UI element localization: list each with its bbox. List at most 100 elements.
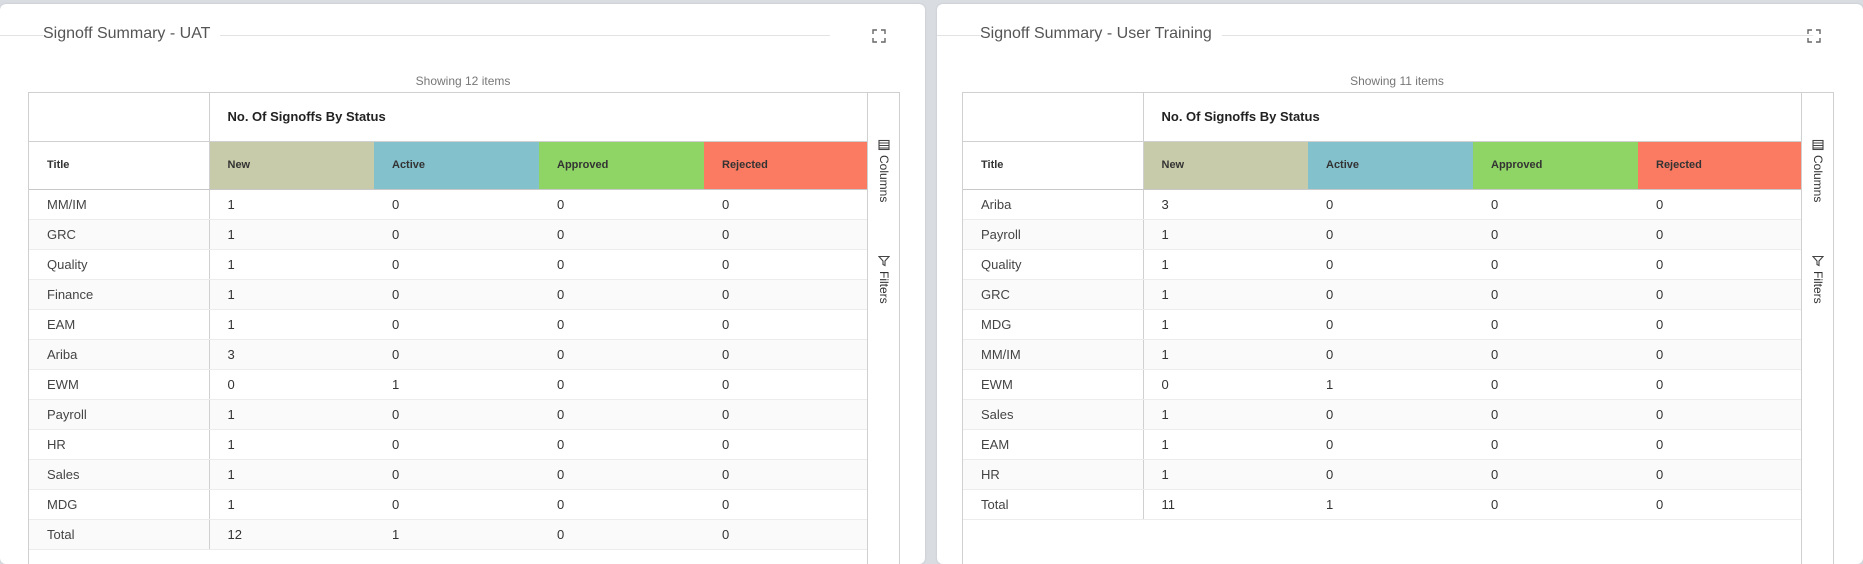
- status-count-cell: 0: [374, 219, 539, 250]
- status-count-cell: 1: [374, 369, 539, 400]
- column-header-rejected[interactable]: Rejected: [704, 141, 870, 190]
- table-row[interactable]: EAM 1 0 0 0: [963, 429, 1804, 460]
- status-count-cell: 0: [539, 219, 704, 250]
- panel-title: Signoff Summary - User Training: [980, 25, 1222, 43]
- status-count-cell: 0: [704, 459, 870, 490]
- row-title-cell: MM/IM: [29, 189, 210, 220]
- status-count-cell: 1: [1143, 309, 1308, 340]
- row-title-cell: Payroll: [29, 399, 210, 430]
- filters-toggle-button[interactable]: Filters: [1808, 255, 1828, 304]
- row-title-cell: Total: [29, 519, 210, 550]
- status-count-cell: 0: [1638, 189, 1804, 220]
- row-title-cell: HR: [963, 459, 1144, 490]
- table-row[interactable]: HR 1 0 0 0: [29, 429, 870, 460]
- table-row[interactable]: Quality 1 0 0 0: [963, 249, 1804, 280]
- table-row[interactable]: Sales 1 0 0 0: [29, 459, 870, 490]
- columns-toggle-button[interactable]: Columns: [1808, 139, 1828, 202]
- table-row[interactable]: Ariba 3 0 0 0: [963, 189, 1804, 220]
- status-count-cell: 1: [209, 309, 374, 340]
- status-count-cell: 0: [1638, 219, 1804, 250]
- status-count-cell: 0: [209, 369, 374, 400]
- filters-label: Filters: [1811, 271, 1825, 304]
- column-header-row: Title New Active Approved Rejected: [29, 141, 870, 190]
- total-row[interactable]: Total 12 1 0 0: [29, 519, 870, 550]
- table-row[interactable]: Finance 1 0 0 0: [29, 279, 870, 310]
- table-row[interactable]: Sales 1 0 0 0: [963, 399, 1804, 430]
- columns-icon: [1812, 139, 1824, 151]
- status-count-cell: 0: [374, 249, 539, 280]
- status-count-cell: 1: [1143, 339, 1308, 370]
- status-count-cell: 0: [539, 339, 704, 370]
- expand-icon[interactable]: [1807, 29, 1821, 43]
- column-header-new[interactable]: New: [1143, 141, 1308, 190]
- status-count-cell: 1: [1143, 429, 1308, 460]
- expand-icon[interactable]: [872, 29, 886, 43]
- row-title-cell: Quality: [29, 249, 210, 280]
- status-count-cell: 0: [1473, 339, 1638, 370]
- column-header-rejected[interactable]: Rejected: [1638, 141, 1804, 190]
- total-row[interactable]: Total 11 1 0 0: [963, 489, 1804, 520]
- column-header-active[interactable]: Active: [1308, 141, 1473, 190]
- status-count-cell: 1: [209, 429, 374, 460]
- row-title-cell: Payroll: [963, 219, 1144, 250]
- columns-label: Columns: [1811, 155, 1825, 203]
- columns-toggle-button[interactable]: Columns: [874, 139, 894, 202]
- column-header-title[interactable]: Title: [29, 141, 210, 190]
- table-row[interactable]: Ariba 3 0 0 0: [29, 339, 870, 370]
- status-count-cell: 0: [1308, 219, 1473, 250]
- table-row[interactable]: EWM 0 1 0 0: [963, 369, 1804, 400]
- status-count-cell: 0: [1308, 189, 1473, 220]
- group-header: No. Of Signoffs By Status: [1143, 93, 1804, 142]
- filter-icon: [1812, 255, 1824, 267]
- column-header-new[interactable]: New: [209, 141, 374, 190]
- table-row[interactable]: HR 1 0 0 0: [963, 459, 1804, 490]
- table-row[interactable]: MDG 1 0 0 0: [963, 309, 1804, 340]
- status-count-cell: 0: [1308, 399, 1473, 430]
- status-count-cell: 1: [1143, 279, 1308, 310]
- table-body: MM/IM 1 0 0 0 GRC 1 0 0 0 Quality 1 0 0 0 Finance 1 0 0 0 EA…: [29, 189, 870, 550]
- column-header-approved[interactable]: Approved: [1473, 141, 1638, 190]
- status-count-cell: 1: [209, 219, 374, 250]
- status-count-cell: 0: [539, 459, 704, 490]
- table-row[interactable]: GRC 1 0 0 0: [963, 279, 1804, 310]
- table-row[interactable]: MDG 1 0 0 0: [29, 489, 870, 520]
- row-title-cell: EAM: [963, 429, 1144, 460]
- status-count-cell: 0: [1473, 369, 1638, 400]
- column-header-approved[interactable]: Approved: [539, 141, 704, 190]
- column-header-active[interactable]: Active: [374, 141, 539, 190]
- status-count-cell: 0: [374, 189, 539, 220]
- row-title-cell: EWM: [963, 369, 1144, 400]
- panel-header: Signoff Summary - UAT: [0, 22, 925, 52]
- status-count-cell: 1: [1308, 489, 1473, 520]
- table-row[interactable]: Payroll 1 0 0 0: [29, 399, 870, 430]
- filters-toggle-button[interactable]: Filters: [874, 255, 894, 304]
- status-count-cell: 0: [374, 489, 539, 520]
- status-count-cell: 0: [539, 249, 704, 280]
- status-count-cell: 0: [539, 489, 704, 520]
- table-row[interactable]: GRC 1 0 0 0: [29, 219, 870, 250]
- signoff-table: No. Of Signoffs By Status Title New Acti…: [29, 93, 870, 550]
- table-row[interactable]: MM/IM 1 0 0 0: [29, 189, 870, 220]
- status-count-cell: 0: [1473, 459, 1638, 490]
- status-count-cell: 12: [209, 519, 374, 550]
- status-count-cell: 1: [1308, 369, 1473, 400]
- status-count-cell: 0: [704, 219, 870, 250]
- item-count: Showing 11 items: [1350, 74, 1444, 88]
- grid-side-bar: Columns Filters: [1801, 93, 1833, 564]
- status-count-cell: 0: [374, 429, 539, 460]
- status-count-cell: 0: [1308, 459, 1473, 490]
- status-count-cell: 0: [1473, 249, 1638, 280]
- status-count-cell: 0: [704, 339, 870, 370]
- status-count-cell: 0: [374, 309, 539, 340]
- table-row[interactable]: MM/IM 1 0 0 0: [963, 339, 1804, 370]
- table-row[interactable]: Payroll 1 0 0 0: [963, 219, 1804, 250]
- signoff-panel-user-training: Signoff Summary - User Training Showing …: [937, 4, 1863, 564]
- status-count-cell: 1: [209, 399, 374, 430]
- status-count-cell: 1: [1143, 219, 1308, 250]
- column-header-title[interactable]: Title: [963, 141, 1144, 190]
- table-row[interactable]: Quality 1 0 0 0: [29, 249, 870, 280]
- table-row[interactable]: EAM 1 0 0 0: [29, 309, 870, 340]
- table-row[interactable]: EWM 0 1 0 0: [29, 369, 870, 400]
- row-title-cell: EAM: [29, 309, 210, 340]
- status-count-cell: 0: [374, 459, 539, 490]
